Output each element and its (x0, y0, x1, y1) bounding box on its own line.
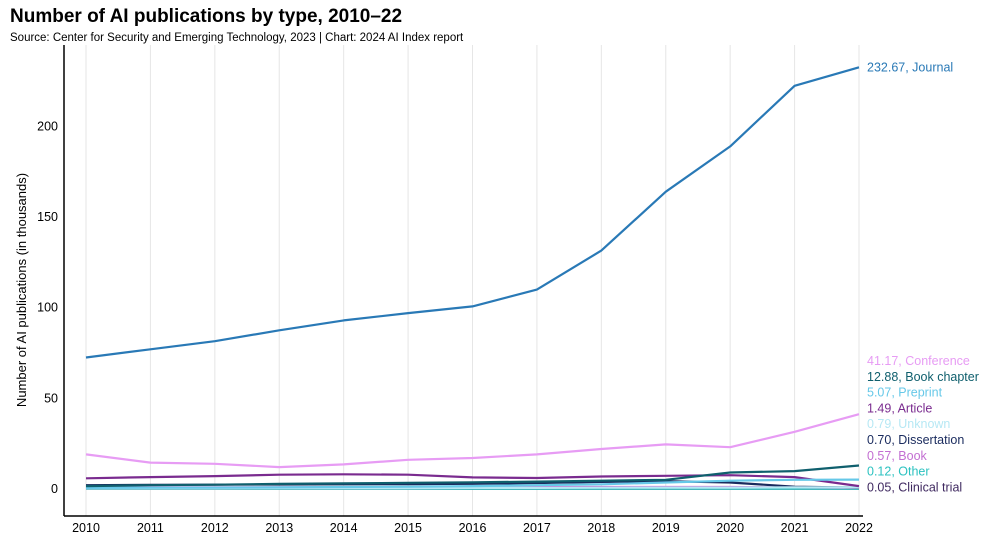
x-tick-label: 2010 (72, 521, 100, 535)
end-label-preprint: 5.07, Preprint (867, 386, 943, 400)
y-tick-label: 200 (37, 120, 58, 134)
series-lines (85, 66, 860, 490)
series-line-journal (85, 66, 860, 359)
series-line-book-chapter (85, 464, 860, 488)
axes: 2010 2011 2012 2013 2014 2015 2016 2017 2018 2019… (37, 45, 873, 535)
end-label-other: 0.12, Other (867, 465, 930, 479)
grid-lines (85, 45, 860, 516)
end-label-article: 1.49, Article (867, 401, 932, 415)
end-label-dissertation: 0.70, Dissertation (867, 433, 964, 447)
chart-title: Number of AI publications by type, 2010–… (10, 6, 403, 27)
x-tick-label: 2012 (201, 521, 229, 535)
end-label-conference: 41.17, Conference (867, 354, 970, 368)
x-tick-label: 2018 (587, 521, 615, 535)
x-tick-label: 2015 (394, 521, 422, 535)
series-line-article (85, 473, 860, 488)
x-tick-label: 2013 (265, 521, 293, 535)
end-label-clinical-trial: 0.05, Clinical trial (867, 480, 962, 494)
y-tick-label: 150 (37, 210, 58, 224)
x-tick-label: 2017 (523, 521, 551, 535)
end-label-book-chapter: 12.88, Book chapter (867, 370, 979, 384)
x-tick-label: 2019 (652, 521, 680, 535)
y-axis-label: Number of AI publications (in thousands) (14, 173, 29, 407)
end-label-unknown: 0.79, Unknown (867, 417, 950, 431)
end-label-journal: 232.67, Journal (867, 60, 953, 74)
x-tick-label: 2022 (845, 521, 873, 535)
chart-subtitle: Source: Center for Security and Emerging… (10, 32, 464, 44)
x-tick-label: 2020 (716, 521, 744, 535)
x-tick-label: 2016 (459, 521, 487, 535)
x-tick-label: 2021 (781, 521, 809, 535)
y-tick-label: 0 (51, 482, 58, 496)
y-tick-label: 100 (37, 301, 58, 315)
y-tick-label: 50 (44, 391, 58, 405)
end-labels: 232.67, Journal 41.17, Conference 12.88, B… (867, 60, 979, 494)
end-label-book: 0.57, Book (867, 449, 928, 463)
series-line-preprint (85, 478, 860, 489)
series-line-conference (85, 413, 860, 469)
x-tick-label: 2014 (330, 521, 358, 535)
x-tick-label: 2011 (137, 521, 164, 535)
